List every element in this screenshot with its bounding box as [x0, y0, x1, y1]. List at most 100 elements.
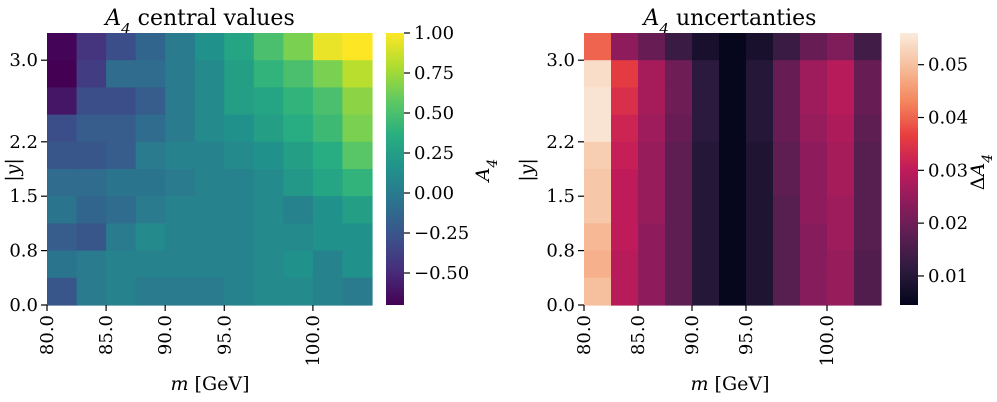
heatmap-cell	[224, 60, 255, 88]
heatmap-cell	[665, 277, 693, 306]
heatmap-cell	[135, 196, 166, 224]
heatmap-cell	[135, 277, 166, 306]
heatmap-cell	[165, 141, 196, 170]
heatmap-cell	[584, 114, 612, 143]
heatmap-cell	[135, 33, 166, 61]
heatmap-cell	[719, 33, 747, 61]
y-tick-label: 0.0	[546, 295, 575, 316]
heatmap-cell	[312, 196, 344, 224]
heatmap-cell	[746, 87, 774, 116]
heatmap-cell	[773, 277, 801, 306]
heatmap-cell	[47, 60, 78, 88]
y-tick-label: 0.8	[9, 241, 38, 262]
heatmap-cell	[638, 141, 666, 170]
heatmap-cell	[611, 33, 639, 61]
heatmap-cell	[611, 60, 639, 88]
heatmap-cell	[194, 277, 225, 306]
colorbar-tick-label: 0.50	[414, 103, 454, 124]
heatmap-cell	[746, 60, 774, 88]
heatmap-cell	[827, 277, 855, 306]
heatmap-cell	[773, 87, 801, 116]
heatmap-cell	[47, 169, 78, 197]
heatmap-cell	[283, 141, 314, 170]
heatmap-cell	[342, 141, 373, 170]
heatmap-cell	[719, 223, 747, 252]
heatmap-cell	[719, 277, 747, 306]
title-symbol: A	[642, 6, 660, 31]
heatmap-cell	[773, 223, 801, 252]
heatmap-cell	[584, 250, 612, 279]
heatmap-cell	[854, 33, 882, 61]
heatmap-cell	[773, 141, 801, 170]
x-tick-label: 90.0	[682, 315, 703, 355]
heatmap-cell	[800, 277, 828, 306]
colorbar-label: ΔA4	[967, 154, 996, 190]
colorbar-gradient	[900, 33, 918, 305]
heatmap-cell	[312, 87, 344, 116]
heatmap-cell	[773, 114, 801, 143]
heatmap-cell	[283, 33, 314, 61]
heatmap-cell	[800, 33, 828, 61]
heatmap-cell	[800, 223, 828, 252]
heatmap-cell	[76, 250, 107, 279]
heatmap-cell	[47, 277, 78, 306]
colorbar-tick-label: 0.75	[414, 63, 454, 84]
heatmap-cell	[253, 169, 284, 197]
heatmap-cells	[584, 33, 882, 306]
heatmap-cell	[665, 250, 693, 279]
heatmap-cell	[312, 277, 344, 306]
heatmap-cell	[800, 141, 828, 170]
colorbar	[386, 33, 404, 305]
heatmap-cell	[611, 87, 639, 116]
heatmap-cell	[692, 33, 720, 61]
heatmap-cell	[827, 33, 855, 61]
heatmap-cell	[827, 169, 855, 197]
colorbar-ticks: 0.05 0.04 0.03 0.02 0.01	[918, 55, 968, 287]
heatmap-cell	[47, 250, 78, 279]
colorbar-gradient	[386, 33, 404, 305]
x-tick-label: 80.0	[37, 315, 58, 355]
heatmap-cell	[692, 277, 720, 306]
heatmap-cell	[194, 114, 225, 143]
x-tick-label: 90.0	[155, 315, 176, 355]
heatmap-cell	[165, 196, 196, 224]
x-tick-label: 85.0	[96, 315, 117, 355]
heatmap-panel-central-values: A4 central values 80.0 85.0 90.0 95.0 100.0 …	[2, 6, 501, 395]
heatmap-cell	[76, 33, 107, 61]
y-tick-label: 0.8	[546, 241, 575, 262]
heatmap-cell	[283, 60, 314, 88]
heatmap-cell	[106, 277, 137, 306]
heatmap-cell	[692, 223, 720, 252]
colorbar-tick-label: 0.03	[928, 160, 968, 181]
colorbar	[900, 33, 918, 305]
plot-title: A4 central values	[103, 6, 295, 38]
heatmap-cell	[719, 169, 747, 197]
heatmap-cell	[746, 223, 774, 252]
heatmap-cell	[746, 277, 774, 306]
heatmap-cell	[692, 169, 720, 197]
heatmap-cell	[165, 87, 196, 116]
x-tick-label: 95.0	[736, 315, 757, 355]
heatmap-cell	[665, 60, 693, 88]
heatmap-cell	[224, 277, 255, 306]
heatmap-cell	[692, 250, 720, 279]
heatmap-cell	[773, 169, 801, 197]
heatmap-cell	[224, 33, 255, 61]
heatmap-cell	[76, 87, 107, 116]
heatmap-cell	[47, 196, 78, 224]
heatmap-cell	[584, 223, 612, 252]
heatmap-cell	[665, 196, 693, 224]
x-axis-ticks: 80.0 85.0 90.0 95.0 100.0	[574, 305, 838, 367]
heatmap-cell	[342, 60, 373, 88]
x-tick-label: 100.0	[817, 315, 838, 367]
y-tick-label: 1.5	[9, 186, 38, 207]
heatmap-cell	[283, 87, 314, 116]
heatmap-cell	[165, 60, 196, 88]
colorbar-tick-label: 0.02	[928, 213, 968, 234]
x-tick-label: 80.0	[574, 315, 595, 355]
heatmap-cell	[135, 60, 166, 88]
plot-title: A4 uncertanties	[642, 6, 817, 38]
y-axis-ticks: 0.0 0.8 1.5 2.2 3.0	[546, 50, 584, 316]
heatmap-cell	[827, 60, 855, 88]
heatmap-cell	[854, 141, 882, 170]
